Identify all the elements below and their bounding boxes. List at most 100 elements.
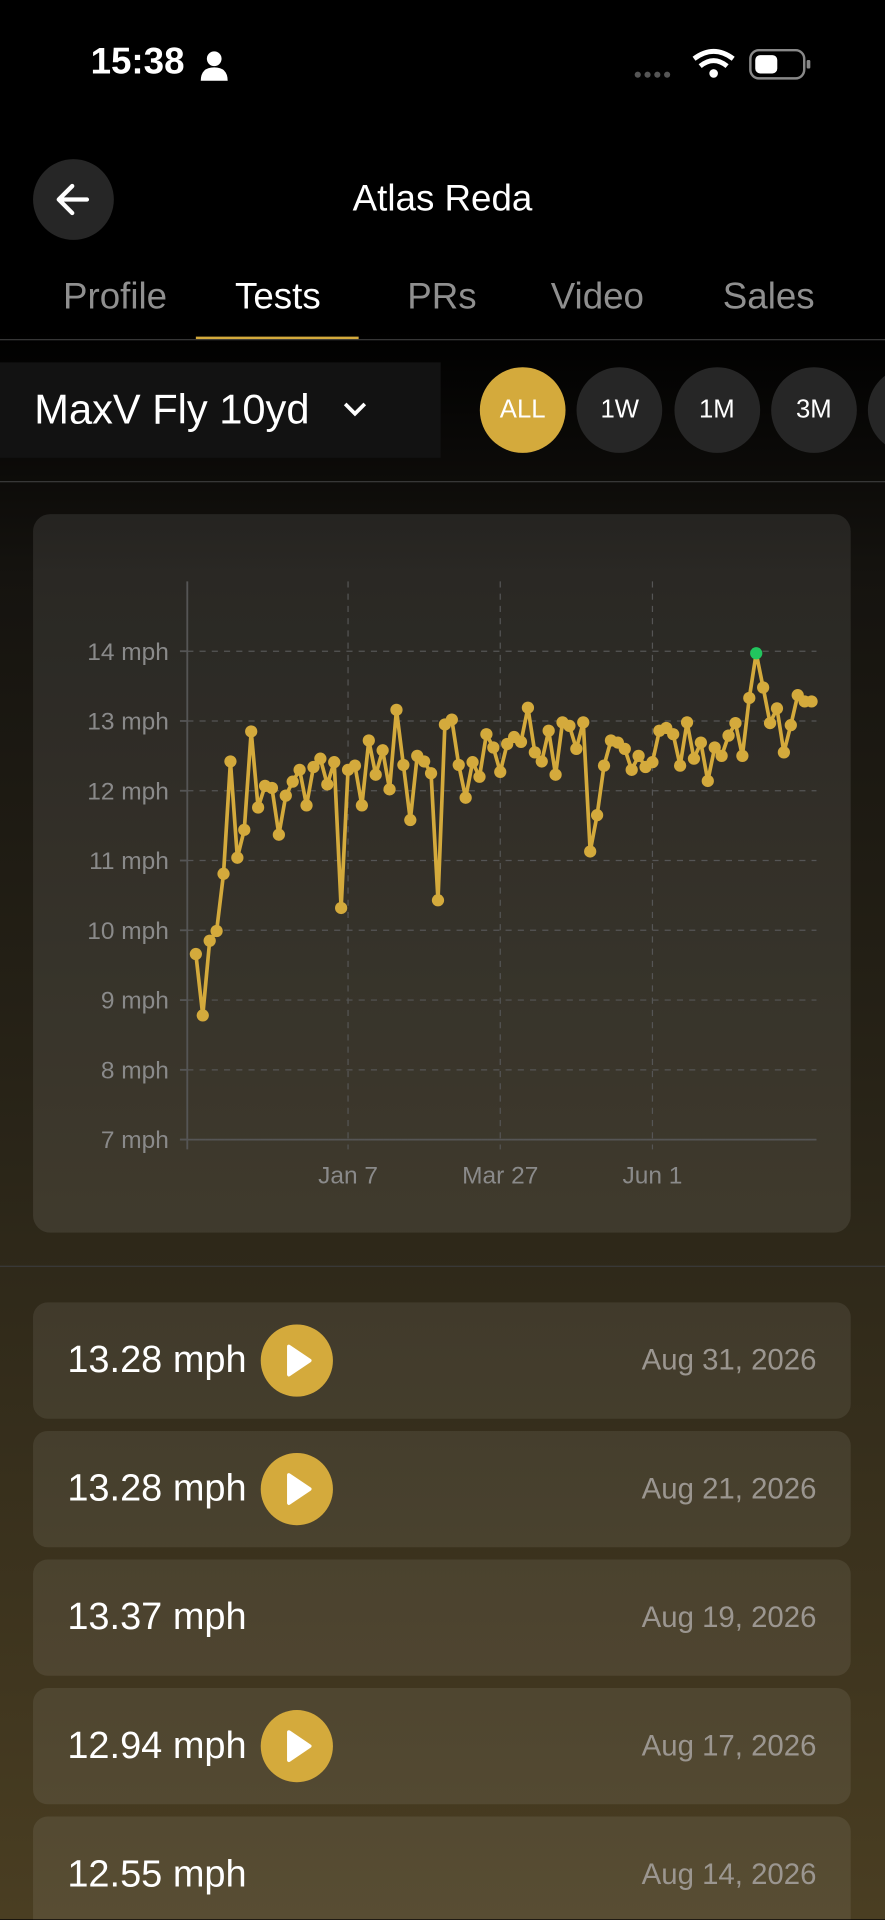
result-row[interactable]: 12.55 mph Aug 14, 2026 bbox=[33, 1816, 851, 1920]
line bbox=[194, 651, 812, 1018]
data-point bbox=[542, 724, 555, 737]
data-point bbox=[480, 728, 493, 741]
result-row[interactable]: 13.28 mph Aug 21, 2026 bbox=[33, 1430, 851, 1548]
data-point bbox=[376, 744, 389, 757]
play-button[interactable] bbox=[260, 1324, 333, 1397]
data-point bbox=[729, 716, 742, 730]
y-tick-label: 13 mph bbox=[87, 709, 169, 736]
play-icon bbox=[287, 1730, 312, 1763]
data-point bbox=[473, 770, 486, 783]
data-point bbox=[251, 801, 265, 814]
data-point bbox=[743, 691, 756, 705]
data-point bbox=[701, 774, 714, 788]
result-date: Aug 14, 2026 bbox=[641, 1858, 817, 1892]
y-tick-label: 14 mph bbox=[87, 639, 169, 666]
data-point bbox=[708, 741, 721, 754]
y-tick-label: 8 mph bbox=[101, 1057, 169, 1084]
data-point bbox=[293, 763, 306, 776]
test-selector[interactable]: MaxV Fly 10yd bbox=[0, 362, 441, 458]
data-point bbox=[335, 901, 348, 915]
data-point bbox=[424, 767, 438, 780]
data-point bbox=[210, 924, 223, 938]
tab-underline bbox=[195, 336, 359, 340]
data-point bbox=[667, 728, 680, 741]
data-point bbox=[680, 716, 694, 729]
data-point bbox=[369, 768, 382, 781]
result-date: Aug 21, 2026 bbox=[641, 1472, 817, 1506]
play-button[interactable] bbox=[260, 1710, 333, 1783]
data-point bbox=[757, 681, 770, 694]
data-point bbox=[328, 756, 341, 769]
data-point bbox=[632, 749, 645, 762]
result-date: Aug 31, 2026 bbox=[641, 1344, 817, 1378]
x-tick-label: Jun 1 bbox=[623, 1163, 683, 1190]
range-button[interactable] bbox=[868, 367, 885, 453]
data-point bbox=[265, 781, 279, 795]
data-point bbox=[549, 768, 562, 781]
data-point bbox=[750, 647, 763, 660]
y-tick-label: 10 mph bbox=[87, 918, 169, 945]
data-point bbox=[722, 729, 735, 742]
data-point bbox=[590, 809, 604, 822]
tab[interactable]: Profile bbox=[63, 276, 168, 318]
result-value: 13.37 mph bbox=[67, 1594, 247, 1638]
data-point bbox=[272, 828, 285, 841]
range-button[interactable]: ALL bbox=[479, 367, 566, 453]
y-tick-label: 12 mph bbox=[87, 778, 169, 805]
result-value: 13.28 mph bbox=[67, 1466, 247, 1510]
data-point bbox=[577, 716, 590, 729]
data-point bbox=[597, 759, 611, 772]
range-button[interactable]: 3M bbox=[771, 367, 857, 453]
data-point bbox=[625, 763, 638, 776]
tab[interactable]: Video bbox=[550, 276, 644, 318]
result-row[interactable]: 12.94 mph Aug 17, 2026 bbox=[33, 1687, 851, 1805]
range-button[interactable]: 1M bbox=[673, 367, 760, 453]
data-point bbox=[355, 799, 369, 812]
data-point bbox=[459, 791, 472, 804]
data-point bbox=[618, 742, 631, 756]
data-point bbox=[196, 1009, 209, 1022]
data-point bbox=[805, 695, 818, 708]
data-point bbox=[694, 736, 707, 749]
result-value: 12.94 mph bbox=[67, 1723, 247, 1767]
data-point bbox=[763, 716, 777, 730]
data-point bbox=[314, 752, 327, 765]
data-point bbox=[521, 701, 535, 714]
play-button[interactable] bbox=[260, 1452, 333, 1526]
play-icon bbox=[287, 1344, 312, 1377]
data-point bbox=[487, 741, 500, 754]
data-point bbox=[238, 823, 251, 836]
play-icon bbox=[287, 1473, 312, 1505]
test-name: MaxV Fly 10yd bbox=[34, 386, 310, 434]
data-point bbox=[418, 755, 431, 768]
result-date: Aug 17, 2026 bbox=[641, 1729, 817, 1763]
data-point bbox=[445, 713, 458, 726]
y-tick-label: 9 mph bbox=[101, 988, 169, 1015]
divider bbox=[0, 1265, 885, 1267]
data-point bbox=[362, 734, 375, 747]
range-button[interactable]: 1W bbox=[576, 367, 663, 453]
x-tick-label: Mar 27 bbox=[462, 1163, 538, 1190]
divider bbox=[0, 481, 885, 483]
data-point bbox=[321, 778, 334, 791]
y-tick-label: 11 mph bbox=[89, 848, 169, 875]
data-point bbox=[404, 813, 417, 827]
data-point bbox=[300, 799, 313, 812]
data-point bbox=[245, 725, 258, 738]
data-point bbox=[736, 749, 749, 762]
tab[interactable]: Tests bbox=[235, 276, 321, 318]
data-point bbox=[715, 749, 728, 762]
tab[interactable]: Sales bbox=[722, 276, 815, 318]
tab[interactable]: PRs bbox=[407, 276, 477, 318]
result-date: Aug 19, 2026 bbox=[641, 1601, 817, 1635]
data-point bbox=[528, 746, 541, 759]
result-row[interactable]: 13.28 mph Aug 31, 2026 bbox=[33, 1302, 851, 1419]
data-point bbox=[231, 851, 244, 864]
result-row[interactable]: 13.37 mph Aug 19, 2026 bbox=[33, 1559, 851, 1676]
back-button[interactable] bbox=[33, 159, 114, 240]
status-icons bbox=[634, 48, 811, 80]
chart: 7 mph 8 mph 9 mph 10 mph 11 mph 12 mph 13 mph 1… bbox=[87, 581, 818, 1190]
data-point bbox=[397, 758, 410, 772]
